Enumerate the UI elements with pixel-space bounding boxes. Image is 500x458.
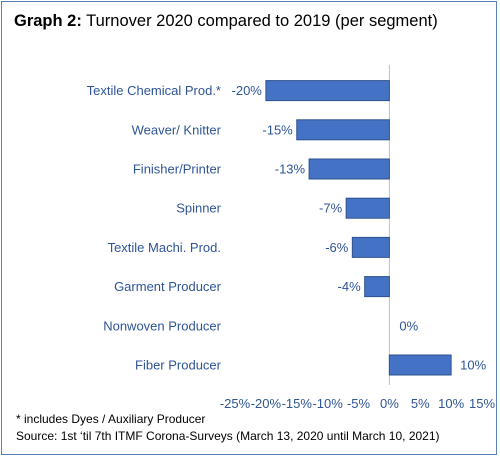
category-label: Spinner [176,201,221,216]
data-label: -20% [232,83,263,98]
bar [308,158,390,180]
x-tick-label: 0% [380,396,399,411]
x-tick-label: 5% [411,396,430,411]
bar [351,236,390,258]
footnote: * includes Dyes / Auxiliary Producer [16,412,206,426]
x-tick-label: -25% [220,396,251,411]
bar [388,354,452,376]
category-label: Fiber Producer [135,358,222,373]
data-label: -7% [319,201,343,216]
chart-title-prefix: Graph 2: [14,12,82,30]
category-label: Nonwoven Producer [103,318,221,333]
category-label: Finisher/Printer [133,162,222,177]
x-tick-label: 15% [469,396,495,411]
category-label: Textile Chemical Prod.* [87,83,221,98]
x-tick-label: -5% [347,396,371,411]
category-label: Weaver/ Knitter [132,122,222,137]
data-label: 0% [399,318,418,333]
data-label: -15% [262,122,293,137]
chart-title-text: Turnover 2020 compared to 2019 (per segm… [81,12,438,30]
data-label: -6% [325,240,349,255]
chart-title: Graph 2: Turnover 2020 compared to 2019 … [14,12,438,31]
data-label: 10% [460,358,486,373]
data-label: -13% [275,162,306,177]
bar [265,80,390,102]
x-tick-label: 10% [438,396,464,411]
x-tick-label: -15% [282,396,313,411]
category-label: Garment Producer [114,279,222,294]
x-tick-label: -20% [251,396,282,411]
x-tick-label: -10% [312,396,343,411]
category-label: Textile Machi. Prod. [108,240,221,255]
bar [296,119,390,141]
bar [345,197,390,219]
data-label: -4% [338,279,362,294]
source-note: Source: 1st ‘til 7th ITMF Corona-Surveys… [16,429,440,443]
bar [364,276,390,298]
